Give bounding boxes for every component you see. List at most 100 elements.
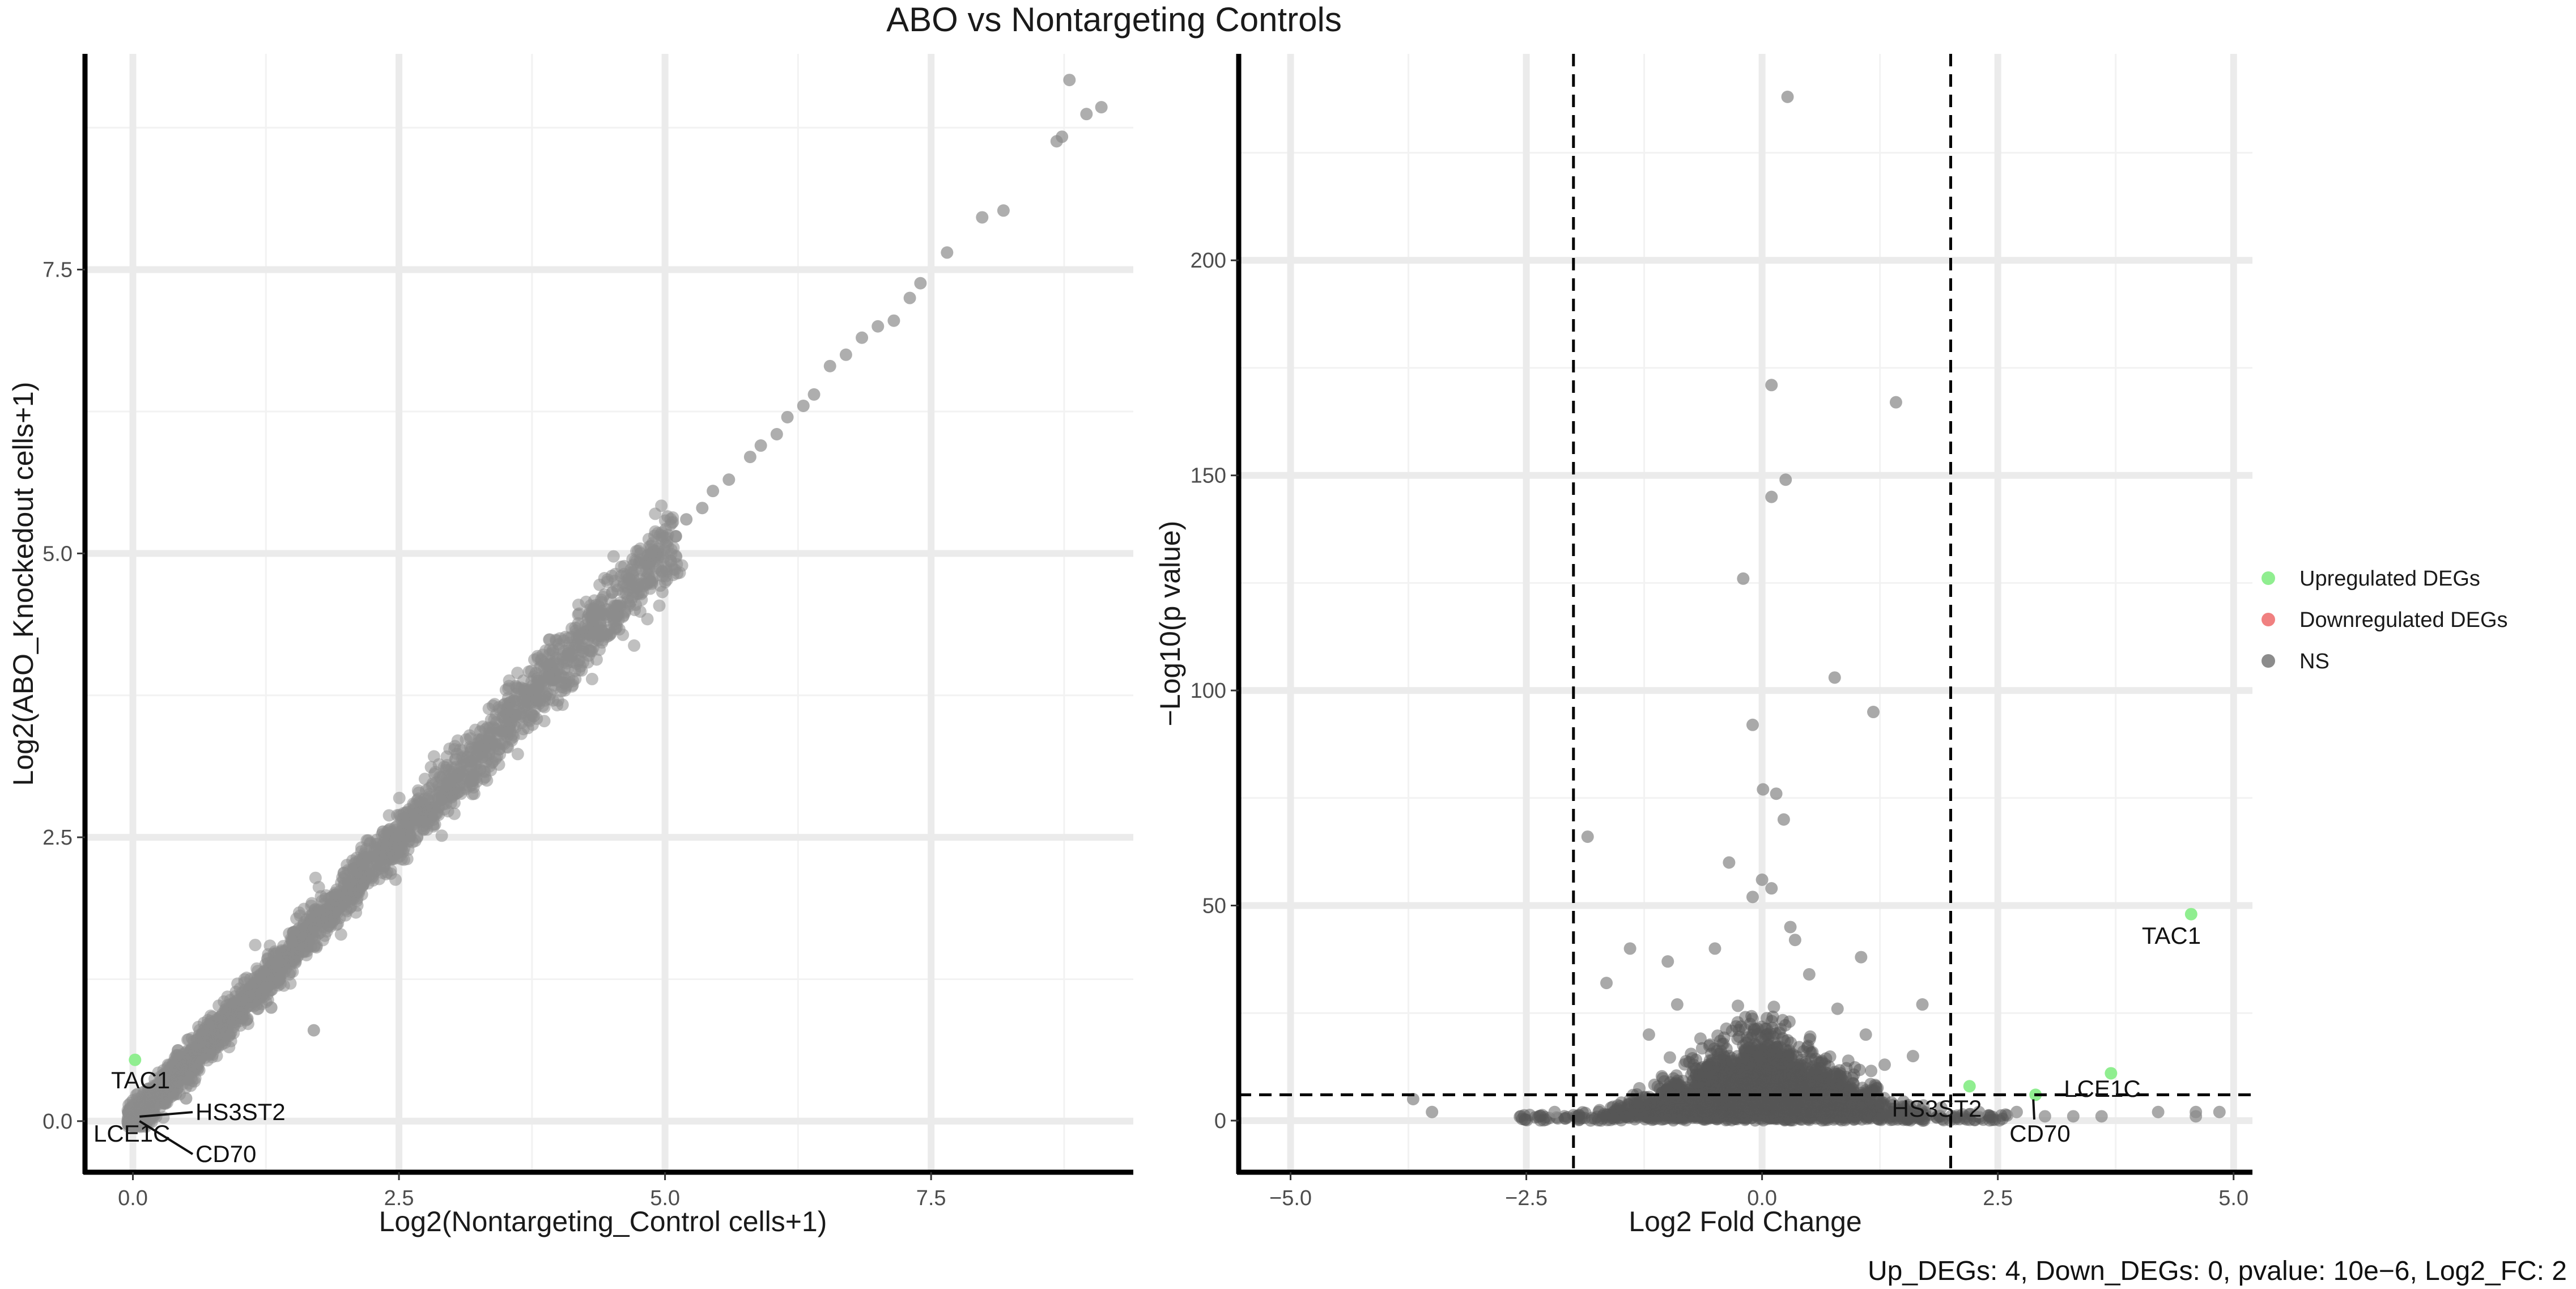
p1-point-ns <box>236 1000 249 1014</box>
p1-point-ns <box>614 596 627 609</box>
p1-y-tick-label: 0.0 <box>42 1110 73 1134</box>
p2-point-ns <box>1732 999 1744 1012</box>
p1-point-ns <box>465 741 478 754</box>
p2-point-ns <box>1865 1065 1878 1078</box>
p1-point-ns <box>180 1092 193 1105</box>
p1-point-ns <box>542 669 555 682</box>
p1-point-ns <box>630 587 643 600</box>
p1-point-ns <box>781 410 794 423</box>
p1-point-ns <box>488 698 501 711</box>
p1-point-ns <box>1080 108 1093 121</box>
p1-point-ns <box>393 791 406 804</box>
p1-point-ns <box>411 831 424 844</box>
p1-point-ns <box>696 502 709 515</box>
p1-point-ns <box>372 853 385 865</box>
p1-point-ns <box>797 399 810 412</box>
p1-point-ns <box>707 485 720 498</box>
p1-point-ns <box>655 499 668 512</box>
p1-point-ns <box>249 939 262 952</box>
p1-point-ns <box>503 713 516 726</box>
p1-point-ns <box>656 586 669 599</box>
p1-point-ns <box>434 786 447 799</box>
p1-point-ns <box>563 637 576 650</box>
p1-x-tick-label: 0.0 <box>118 1186 148 1210</box>
p1-point-ns <box>649 562 662 575</box>
p2-point-ns <box>1715 1045 1727 1058</box>
p1-point-ns <box>511 748 524 761</box>
p1-point-ns <box>941 246 954 259</box>
p1-point-ns <box>634 605 647 618</box>
p1-y-tick-label: 2.5 <box>42 826 73 850</box>
p1-point-ns <box>467 774 480 787</box>
p1-point-ns <box>307 1024 320 1037</box>
p1-point-ns <box>532 652 545 665</box>
p1-point-ns <box>519 685 532 698</box>
figure-title: ABO vs Nontargeting Controls <box>886 1 1342 39</box>
p1-point-ns <box>770 428 783 441</box>
p1-point-ns <box>914 277 927 290</box>
p1-point-ns <box>856 331 869 344</box>
p1-gene-label: CD70 <box>195 1140 256 1167</box>
p1-point-ns <box>1095 101 1108 114</box>
p1-point-ns <box>443 742 456 755</box>
p1-point-ns <box>146 1099 159 1112</box>
p1-point-ns <box>441 805 454 818</box>
p1-gene-label: TAC1 <box>111 1067 170 1093</box>
p1-point-ns <box>607 550 620 563</box>
p1-point-ns <box>743 451 756 464</box>
p1-point-ns <box>664 554 677 567</box>
p2-point-ns <box>1804 1030 1817 1043</box>
p1-point-ns <box>210 1049 223 1062</box>
p1-point-ns <box>229 990 242 1003</box>
p1-point-ns <box>483 748 496 761</box>
p1-point-ns <box>606 586 619 599</box>
p1-point-ns <box>572 608 585 621</box>
p1-point-ns <box>510 695 522 708</box>
p1-point-ns <box>628 639 641 652</box>
p1-point-ns <box>635 564 648 576</box>
p1-point-ns <box>572 654 585 667</box>
p1-point-highlight <box>129 1053 142 1066</box>
p1-point-ns <box>593 578 606 591</box>
p1-point-ns <box>284 977 297 990</box>
p1-point-ns <box>669 530 682 543</box>
p1-point-ns <box>466 787 479 800</box>
p1-point-ns <box>342 878 355 891</box>
p1-point-ns <box>661 510 674 523</box>
p1-point-ns <box>839 348 852 361</box>
p1-point-ns <box>531 672 544 685</box>
p1-point-ns <box>435 829 448 842</box>
p1-point-ns <box>585 605 598 617</box>
p1-point-ns <box>331 917 345 930</box>
p1-point-ns <box>388 841 401 854</box>
p1-point-ns <box>585 672 598 685</box>
p1-point-ns <box>255 985 268 998</box>
p2-point-ns <box>1767 1000 1780 1014</box>
p1-point-ns <box>445 791 458 804</box>
p1-point-ns <box>427 750 440 763</box>
p1-point-ns <box>754 439 767 452</box>
p1-point-ns <box>268 962 281 975</box>
p1-point-ns <box>613 623 626 636</box>
p2-point-ns <box>1842 1054 1855 1067</box>
p1-point-ns <box>887 314 900 327</box>
p1-point-ns <box>317 898 330 911</box>
p2-point-ns <box>1869 1079 1881 1091</box>
p1-point-ns <box>722 473 736 486</box>
p1-point-ns <box>211 1028 224 1041</box>
p1-point-ns <box>356 879 369 892</box>
p1-point-ns <box>572 599 585 611</box>
p1-point-ns <box>382 809 396 822</box>
p1-point-ns <box>413 807 425 820</box>
p1-point-ns <box>653 599 666 612</box>
p1-point-ns <box>329 906 342 919</box>
p1-y-tick-label: 7.5 <box>42 258 73 282</box>
p1-x-axis-title: Log2(Nontargeting_Control cells+1) <box>379 1206 827 1237</box>
p1-point-ns <box>667 569 679 582</box>
p2-point-ns <box>1761 1028 1774 1041</box>
p1-point-ns <box>413 786 426 799</box>
p2-point-ns <box>1653 1082 1667 1095</box>
p1-point-ns <box>376 825 389 838</box>
p1-point-ns <box>552 638 565 651</box>
